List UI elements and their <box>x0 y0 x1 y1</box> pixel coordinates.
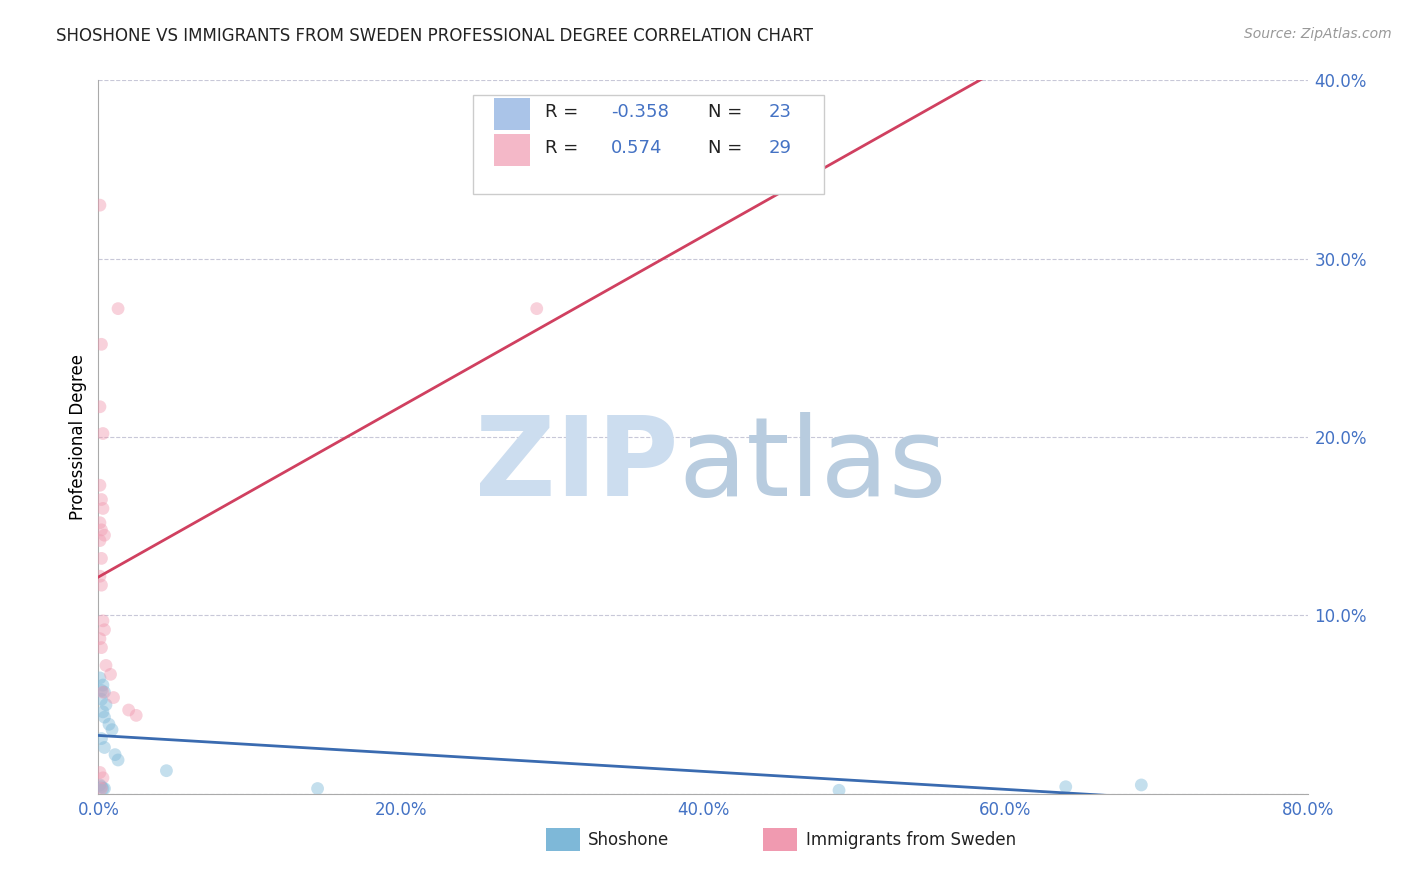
Text: Immigrants from Sweden: Immigrants from Sweden <box>806 830 1017 848</box>
Point <box>93 528 115 542</box>
Point <box>89 516 111 530</box>
Point <box>155 764 177 778</box>
Point <box>90 781 112 796</box>
Point <box>526 301 548 316</box>
Point <box>90 692 112 706</box>
Point <box>93 710 115 724</box>
Point <box>90 640 112 655</box>
Text: 0.574: 0.574 <box>612 138 662 157</box>
Text: N =: N = <box>707 103 748 121</box>
FancyBboxPatch shape <box>494 98 530 130</box>
Point <box>89 569 111 583</box>
Point <box>93 781 115 796</box>
Point <box>90 780 112 794</box>
Y-axis label: Professional Degree: Professional Degree <box>69 354 87 520</box>
Point <box>103 690 125 705</box>
Text: R =: R = <box>544 138 589 157</box>
Point <box>89 778 111 792</box>
Point <box>93 623 115 637</box>
Point <box>98 717 121 731</box>
Point <box>90 551 112 566</box>
Text: Source: ZipAtlas.com: Source: ZipAtlas.com <box>1244 27 1392 41</box>
Point <box>1054 780 1077 794</box>
Text: N =: N = <box>707 138 748 157</box>
FancyBboxPatch shape <box>546 828 579 851</box>
Point <box>307 781 329 796</box>
Point <box>94 658 117 673</box>
Point <box>100 667 122 681</box>
Point <box>90 523 112 537</box>
Point <box>93 740 115 755</box>
Point <box>90 337 112 351</box>
Point <box>89 765 111 780</box>
Text: -0.358: -0.358 <box>612 103 669 121</box>
Point <box>91 771 114 785</box>
FancyBboxPatch shape <box>763 828 797 851</box>
FancyBboxPatch shape <box>474 95 824 194</box>
Point <box>89 533 111 548</box>
Text: SHOSHONE VS IMMIGRANTS FROM SWEDEN PROFESSIONAL DEGREE CORRELATION CHART: SHOSHONE VS IMMIGRANTS FROM SWEDEN PROFE… <box>56 27 813 45</box>
Point <box>118 703 141 717</box>
Text: 23: 23 <box>768 103 792 121</box>
Text: ZIP: ZIP <box>475 412 679 519</box>
Point <box>91 614 114 628</box>
Text: R =: R = <box>544 103 583 121</box>
Point <box>107 301 129 316</box>
Point <box>89 632 111 646</box>
Point <box>91 501 114 516</box>
Point <box>90 683 112 698</box>
Point <box>91 781 114 796</box>
Point <box>125 708 148 723</box>
Point <box>90 492 112 507</box>
Point <box>107 753 129 767</box>
Point <box>101 723 124 737</box>
Point <box>91 678 114 692</box>
Point <box>93 685 115 699</box>
Point <box>89 478 111 492</box>
Point <box>104 747 127 762</box>
FancyBboxPatch shape <box>494 134 530 166</box>
Point <box>94 698 117 712</box>
Point <box>90 731 112 746</box>
Text: Shoshone: Shoshone <box>588 830 669 848</box>
Point <box>90 578 112 592</box>
Point <box>91 705 114 719</box>
Point <box>1130 778 1153 792</box>
Text: 29: 29 <box>768 138 792 157</box>
Point <box>828 783 851 797</box>
Point <box>89 671 111 685</box>
Point <box>91 426 114 441</box>
Point <box>89 400 111 414</box>
Text: atlas: atlas <box>679 412 948 519</box>
Point <box>91 685 114 699</box>
Point <box>89 198 111 212</box>
